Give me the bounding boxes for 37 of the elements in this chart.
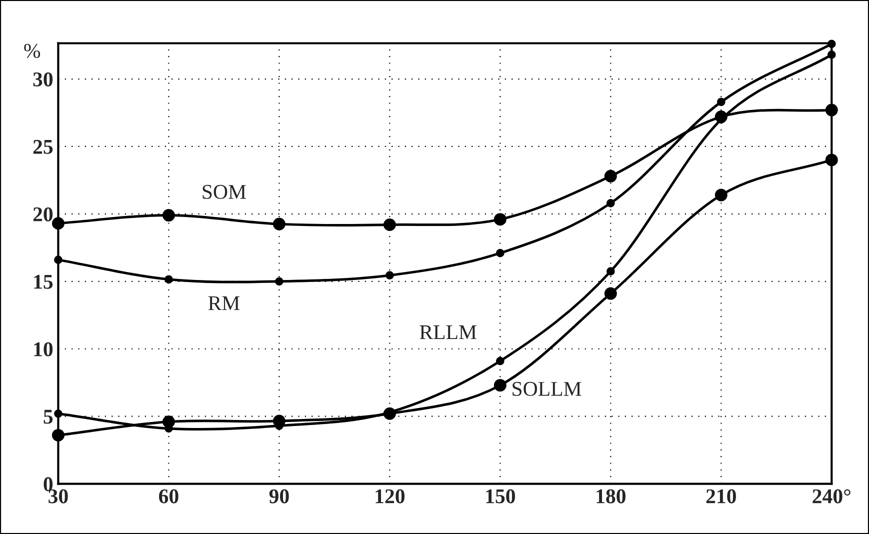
y-axis-title: % bbox=[24, 44, 40, 58]
x-tick-label: 240° bbox=[812, 489, 850, 504]
point bbox=[275, 277, 284, 286]
x-tick-label: 210 bbox=[706, 489, 736, 504]
series-label: RM bbox=[208, 296, 240, 310]
point bbox=[606, 267, 615, 276]
point bbox=[272, 218, 286, 230]
point bbox=[714, 188, 728, 202]
x-tick-label: 180 bbox=[596, 489, 626, 504]
y-tick-label: 20 bbox=[33, 207, 53, 222]
x-tick-label: 120 bbox=[376, 489, 405, 504]
point bbox=[383, 407, 396, 420]
y-tick-label: 10 bbox=[34, 342, 53, 356]
point bbox=[383, 218, 396, 231]
point bbox=[604, 170, 617, 182]
point bbox=[496, 356, 504, 366]
point bbox=[164, 275, 173, 284]
point bbox=[494, 213, 506, 226]
y-tick-label: 25 bbox=[33, 140, 53, 154]
series-label: SOM bbox=[202, 184, 246, 199]
point bbox=[604, 287, 617, 300]
x-tick-label: 60 bbox=[159, 489, 178, 504]
y-tick-label: 5 bbox=[44, 410, 53, 424]
x-tick-label: 90 bbox=[269, 489, 289, 504]
y-tick-label: 30 bbox=[33, 72, 53, 86]
point bbox=[162, 209, 175, 222]
series-label: SOLLM bbox=[512, 382, 582, 396]
series-label: RLLM bbox=[420, 325, 476, 340]
point bbox=[606, 198, 615, 208]
y-tick-label: 0 bbox=[44, 477, 53, 492]
y-tick-label: 15 bbox=[34, 274, 53, 289]
point bbox=[496, 248, 504, 258]
x-tick-label: 150 bbox=[486, 489, 515, 504]
point bbox=[494, 379, 506, 392]
point bbox=[716, 98, 726, 106]
point bbox=[162, 415, 175, 428]
point bbox=[386, 271, 394, 280]
